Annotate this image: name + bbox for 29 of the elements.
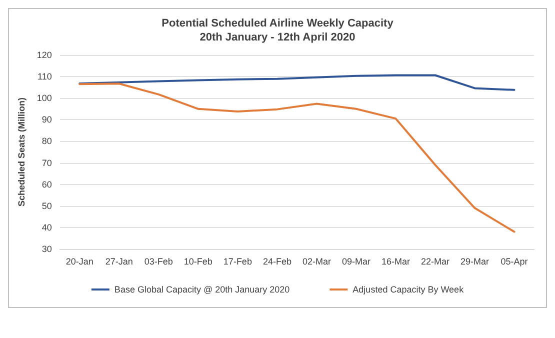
chart-title: Potential Scheduled Airline Weekly Capacity — [162, 18, 394, 30]
y-tick-label: 50 — [42, 200, 52, 211]
legend-label: Base Global Capacity @ 20th January 2020 — [114, 284, 290, 294]
x-tick-label: 03-Feb — [144, 256, 173, 266]
x-tick-label: 16-Mar — [381, 256, 410, 266]
y-tick-label: 40 — [42, 222, 52, 232]
x-tick-label: 29-Mar — [460, 256, 489, 266]
legend-label: Adjusted Capacity By Week — [352, 284, 464, 294]
x-tick-label: 09-Mar — [342, 256, 370, 266]
y-tick-label: 120 — [36, 50, 52, 60]
y-axis-title: Scheduled Seats (Million) — [16, 97, 26, 207]
y-tick-label: 90 — [42, 114, 52, 125]
x-tick-label: 22-Mar — [420, 256, 450, 266]
x-tick-label: 20-Jan — [66, 256, 94, 266]
y-tick-label: 30 — [42, 244, 52, 254]
x-tick-label: 02-Mar — [302, 256, 331, 266]
y-tick-label: 100 — [36, 93, 52, 104]
y-tick-label: 110 — [38, 72, 52, 82]
line-series — [78, 82, 516, 233]
x-tick-label: 17-Feb — [223, 256, 252, 266]
x-tick-label: 27-Jan — [105, 256, 133, 266]
y-tick-label: 70 — [42, 158, 52, 168]
y-tick-label: 60 — [42, 179, 52, 190]
y-tick-label: 80 — [42, 136, 52, 146]
chart-subtitle: 20th January - 12th April 2020 — [200, 32, 356, 44]
x-tick-label: 24-Feb — [262, 256, 292, 266]
x-tick-label: 10-Feb — [184, 256, 212, 266]
line-series — [78, 74, 516, 91]
x-tick-label: 05-Apr — [500, 256, 528, 266]
